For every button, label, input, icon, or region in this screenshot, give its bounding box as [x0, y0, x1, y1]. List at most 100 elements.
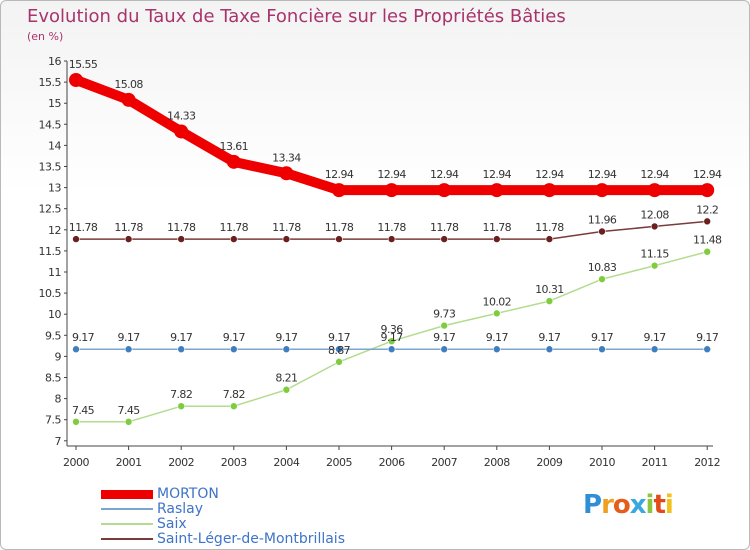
- y-tick-label: 13: [48, 182, 61, 195]
- data-point-saint-leger-de-montbrillais: [492, 235, 501, 243]
- data-label-saint-leger-de-montbrillais: 11.78: [535, 221, 564, 234]
- data-point-morton: [595, 183, 609, 198]
- data-label-saint-leger-de-montbrillais: 11.78: [167, 221, 196, 234]
- data-label-saix: 10.31: [535, 283, 564, 296]
- data-point-morton: [384, 183, 399, 198]
- data-point-raslay: [177, 345, 185, 354]
- x-tick-label: 2008: [484, 456, 510, 469]
- data-point-raslay: [440, 345, 449, 354]
- data-label-saix: 9.36: [381, 323, 404, 336]
- data-label-morton: 12.94: [430, 168, 459, 181]
- data-label-morton: 12.94: [483, 168, 512, 181]
- x-tick-label: 2012: [694, 456, 720, 469]
- data-label-saint-leger-de-montbrillais: 12.08: [640, 208, 669, 221]
- data-point-saint-leger-de-montbrillais: [545, 235, 554, 243]
- data-label-morton: 13.61: [220, 140, 249, 153]
- data-point-saix: [703, 247, 712, 256]
- data-point-raslay: [230, 345, 238, 354]
- data-label-raslay: 9.17: [170, 331, 193, 344]
- data-point-morton: [542, 183, 557, 198]
- y-tick-label: 10.5: [39, 287, 62, 300]
- y-tick-label: 15: [48, 97, 61, 110]
- data-point-morton: [279, 166, 294, 181]
- x-tick-label: 2006: [379, 456, 405, 469]
- x-tick-label: 2010: [589, 456, 615, 469]
- data-label-raslay: 9.17: [591, 331, 614, 344]
- data-point-saix: [598, 275, 606, 283]
- data-point-saix: [440, 321, 449, 330]
- data-label-morton: 14.33: [167, 109, 196, 122]
- data-point-saix: [387, 337, 396, 346]
- data-label-saix: 10.83: [588, 261, 617, 274]
- data-label-raslay: 9.17: [486, 331, 509, 344]
- data-point-morton: [69, 72, 83, 87]
- data-point-saint-leger-de-montbrillais: [703, 217, 712, 226]
- x-tick-label: 2003: [221, 456, 247, 469]
- data-label-morton: 12.94: [693, 168, 722, 181]
- data-label-morton: 15.55: [69, 58, 98, 71]
- data-label-morton: 12.94: [588, 168, 617, 181]
- data-point-morton: [332, 183, 346, 198]
- data-label-saix: 7.82: [223, 388, 245, 401]
- legend-item-morton: MORTON: [101, 486, 219, 502]
- logo-letter: i: [645, 490, 655, 520]
- data-point-saix: [545, 297, 554, 305]
- data-label-saint-leger-de-montbrillais: 11.78: [220, 221, 249, 234]
- legend-label: Saint-Léger-de-Montbrillais: [157, 531, 345, 547]
- logo-letter: x: [629, 490, 647, 520]
- data-label-saix: 11.15: [640, 248, 669, 261]
- data-point-saint-leger-de-montbrillais: [282, 235, 291, 243]
- data-point-raslay: [545, 345, 554, 354]
- x-tick-label: 2011: [642, 456, 668, 469]
- y-tick-label: 9: [55, 350, 62, 363]
- data-label-morton: 12.94: [640, 168, 669, 181]
- data-label-saint-leger-de-montbrillais: 11.78: [69, 221, 98, 234]
- legend-item-raslay: Raslay: [101, 501, 203, 517]
- data-point-raslay: [282, 345, 291, 354]
- legend-swatch: [101, 489, 153, 499]
- legend-label: Saix: [157, 516, 187, 532]
- y-tick-label: 16: [48, 55, 61, 68]
- proxiti-logo: Proxiti: [583, 490, 674, 520]
- x-tick-label: 2002: [168, 456, 194, 469]
- x-tick-label: 2009: [536, 456, 562, 469]
- data-label-saint-leger-de-montbrillais: 11.78: [325, 221, 354, 234]
- data-label-raslay: 9.17: [381, 331, 404, 344]
- data-point-saix: [124, 418, 133, 426]
- legend-item-saix: Saix: [101, 516, 187, 532]
- data-point-saint-leger-de-montbrillais: [335, 235, 343, 243]
- data-label-saix: 8.87: [328, 344, 351, 357]
- data-point-saint-leger-de-montbrillais: [440, 235, 449, 243]
- data-point-saix: [72, 418, 80, 426]
- legend-swatch: [101, 508, 153, 510]
- y-tick-label: 8: [55, 393, 62, 406]
- data-point-saix: [177, 402, 185, 410]
- data-label-raslay: 9.17: [433, 331, 456, 344]
- data-point-morton: [647, 183, 662, 198]
- data-point-saint-leger-de-montbrillais: [650, 222, 659, 231]
- data-label-saix: 7.45: [118, 404, 141, 417]
- x-tick-label: 2000: [63, 456, 89, 469]
- unit-label: (en %): [27, 30, 64, 43]
- data-point-raslay: [335, 345, 343, 354]
- data-label-raslay: 9.17: [118, 331, 141, 344]
- data-label-morton: 12.94: [325, 168, 354, 181]
- data-label-raslay: 9.17: [72, 331, 95, 344]
- data-point-saix: [282, 385, 291, 394]
- data-point-saix: [335, 358, 343, 366]
- logo-letter: o: [612, 490, 631, 520]
- data-point-raslay: [124, 345, 133, 354]
- data-point-raslay: [72, 345, 80, 354]
- data-point-morton: [226, 154, 241, 169]
- data-label-saint-leger-de-montbrillais: 11.78: [377, 221, 406, 234]
- data-point-saix: [492, 309, 501, 318]
- logo-letter: i: [664, 490, 674, 520]
- data-label-raslay: 9.17: [223, 331, 246, 344]
- y-tick-label: 7.5: [45, 414, 61, 427]
- data-label-raslay: 9.17: [644, 331, 667, 344]
- x-tick-label: 2005: [326, 456, 352, 469]
- data-point-raslay: [598, 345, 606, 354]
- legend-swatch: [101, 538, 153, 540]
